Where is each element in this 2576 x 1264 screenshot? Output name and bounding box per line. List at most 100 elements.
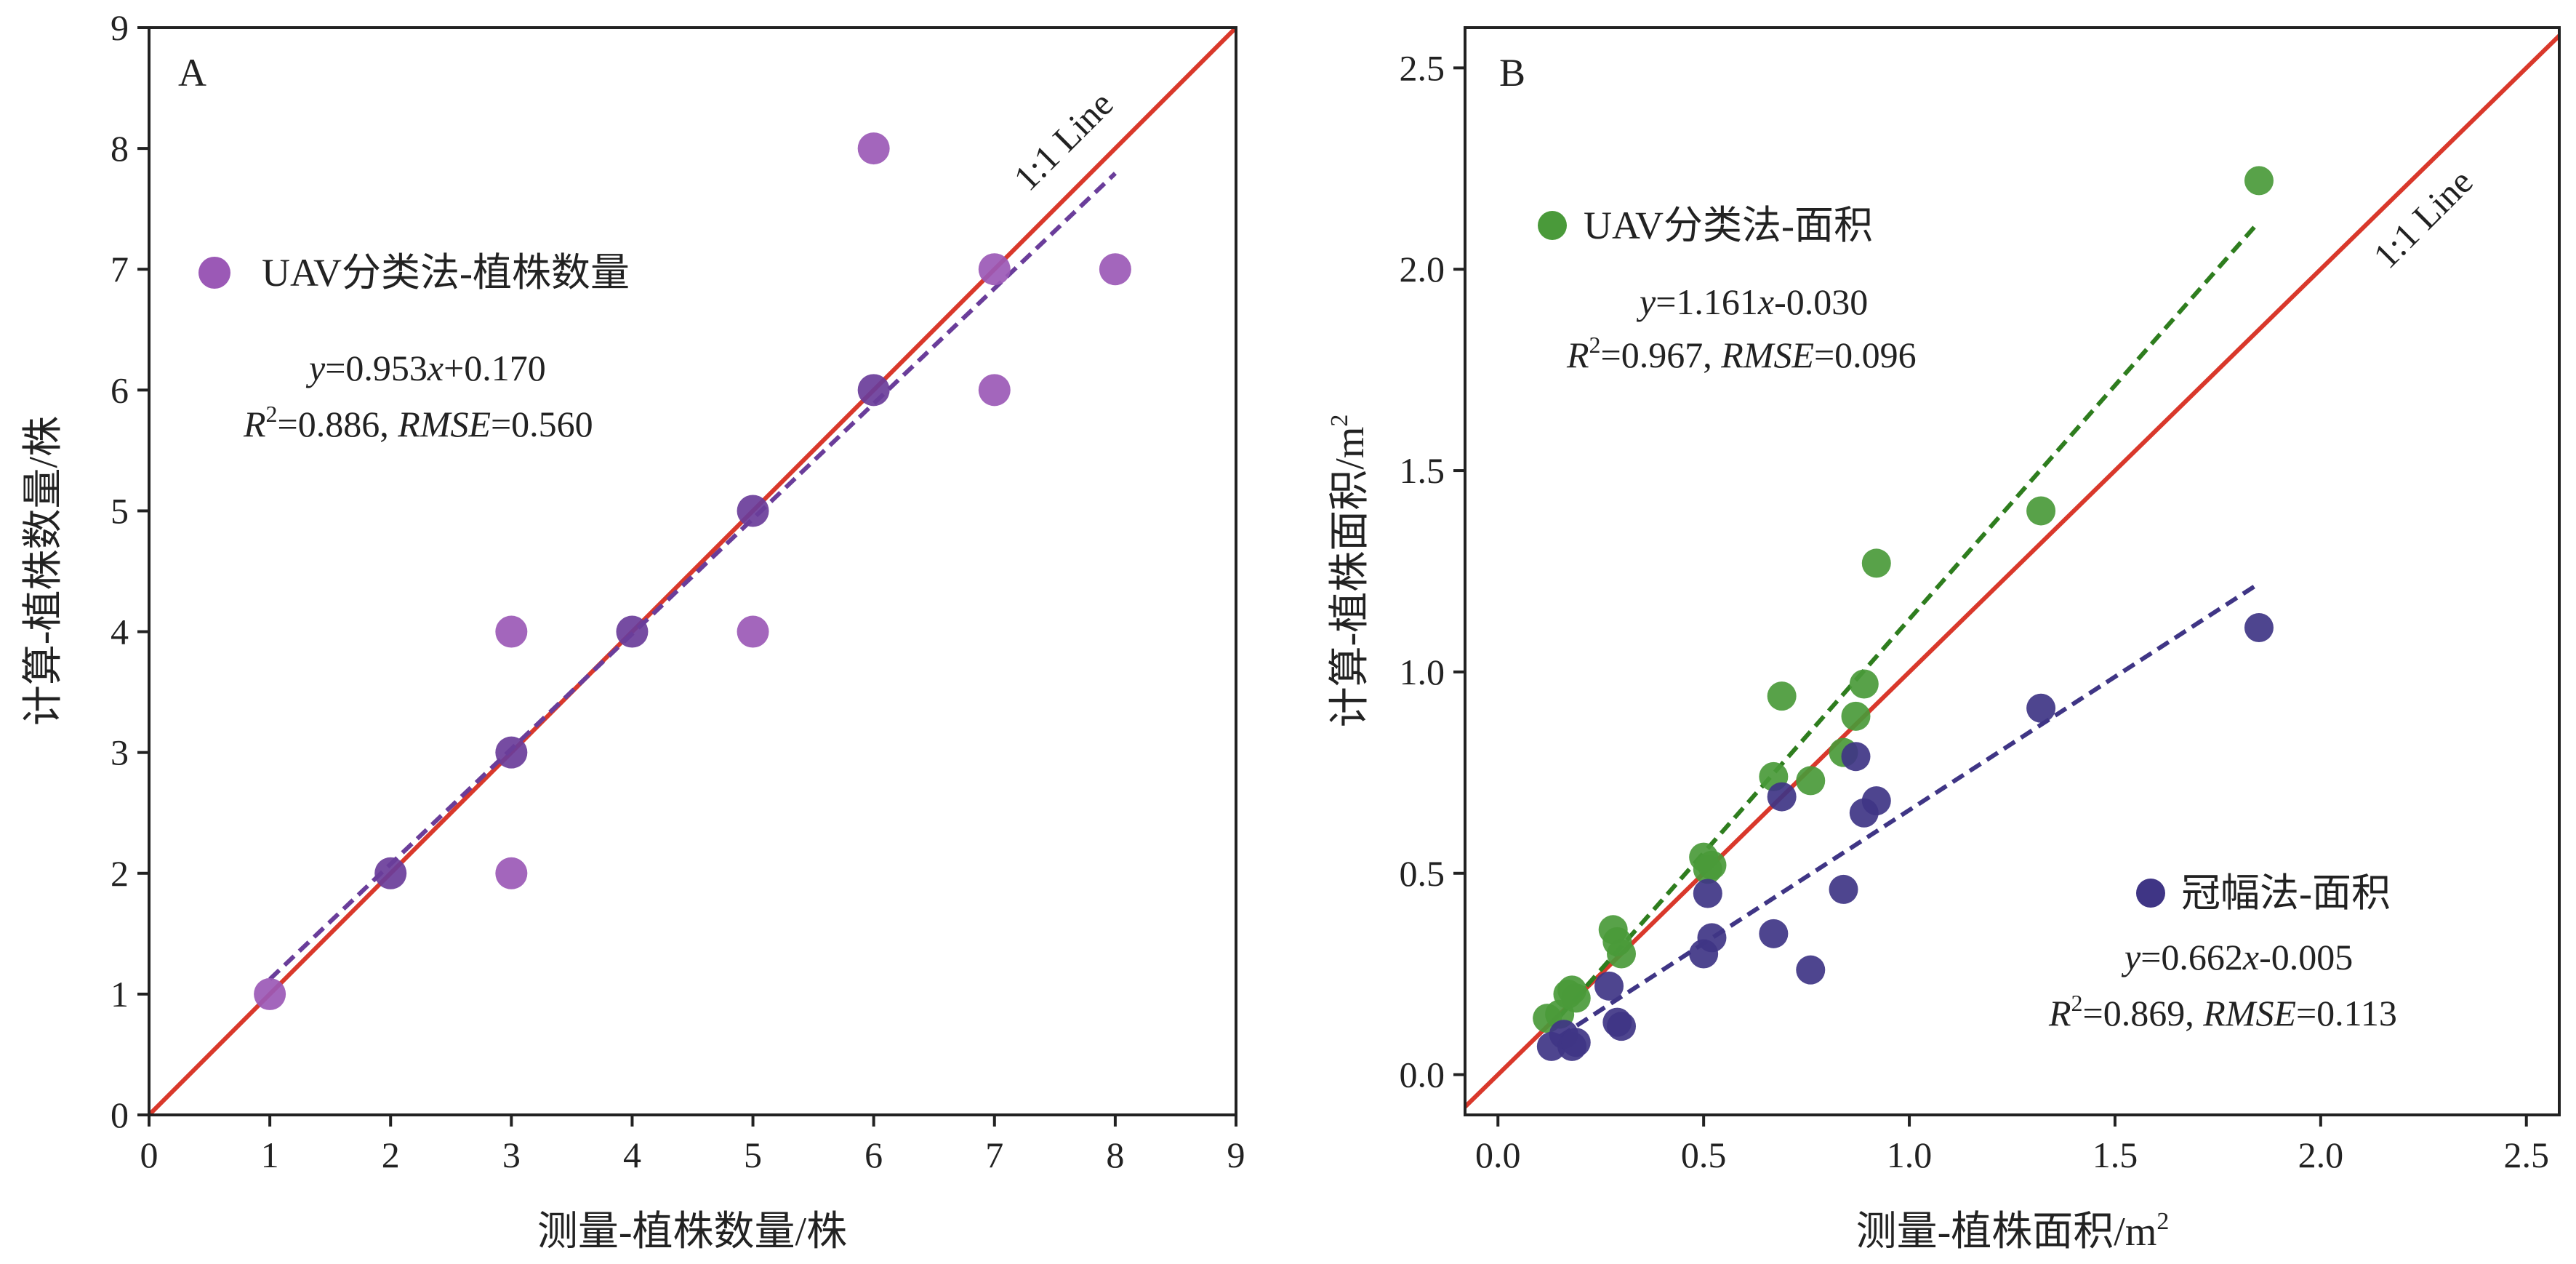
x-tick-label: 9	[1227, 1135, 1245, 1175]
x-axis-title-b: 测量-植株面积/m2	[1856, 1208, 2170, 1255]
y-tick-label: 8	[111, 128, 129, 169]
y-tick-label: 2	[111, 853, 129, 894]
data-point-a-series-0	[1099, 253, 1131, 286]
x-tick-label: 4	[623, 1135, 641, 1175]
data-point-a-series-0	[495, 736, 528, 769]
points-b	[1533, 166, 2274, 1061]
legend-marker-uav-b	[1538, 211, 1567, 240]
y-axis-title-a: 计算-植株数量/株	[21, 416, 66, 726]
y-tick-label: 1.5	[1400, 450, 1445, 491]
x-tick-label: 2.5	[2503, 1135, 2549, 1175]
data-point-b-series-0	[1697, 850, 1727, 880]
stats-uav-b: R2=0.967, RMSE=0.096	[1566, 332, 1917, 375]
x-tick-label: 1	[261, 1135, 279, 1175]
data-point-a-series-0	[737, 615, 769, 648]
plot-frame-a	[148, 26, 1237, 1116]
data-point-b-series-0	[1849, 669, 1879, 699]
data-point-b-series-0	[1841, 701, 1871, 731]
stats-crown-b: R2=0.869, RMSE=0.113	[2048, 990, 2397, 1033]
y-tick-label: 0.0	[1400, 1055, 1445, 1095]
data-point-b-series-1	[1796, 955, 1826, 985]
data-point-b-series-0	[1796, 766, 1826, 796]
x-tick-label: 2.0	[2298, 1135, 2344, 1175]
data-point-a-series-0	[737, 495, 769, 527]
data-point-b-series-0	[1561, 983, 1591, 1013]
y-axis-title-b: 计算-植株面积/m2	[1326, 415, 1373, 728]
data-point-a-series-0	[254, 977, 286, 1010]
x-tick-label: 0.0	[1475, 1135, 1521, 1175]
x-tick-label: 0.5	[1681, 1135, 1727, 1175]
y-tick-label: 4	[111, 612, 129, 652]
x-tick-label: 0	[140, 1135, 159, 1175]
panel-letter-b: B	[1499, 51, 1525, 95]
data-point-a-series-0	[374, 857, 407, 889]
data-point-a-series-0	[616, 615, 649, 648]
data-point-b-series-0	[2244, 166, 2274, 196]
x-tick-label: 5	[744, 1135, 762, 1175]
y-tick-label: 7	[111, 249, 129, 289]
data-point-a-series-0	[857, 374, 890, 407]
reference-line-b	[1465, 32, 2559, 1111]
equation-a: y=0.953x+0.170	[305, 348, 546, 388]
y-tick-label: 9	[111, 7, 129, 48]
data-point-b-series-0	[1767, 681, 1797, 711]
data-point-b-series-1	[1767, 782, 1797, 812]
y-tick-label: 1.0	[1400, 652, 1445, 692]
panel-letter-a: A	[178, 51, 206, 95]
y-tick-label: 1	[111, 974, 129, 1015]
fit-line-a	[268, 172, 1117, 981]
data-point-a-series-0	[495, 615, 528, 648]
equation-crown-b: y=0.662x-0.005	[2121, 937, 2353, 977]
data-point-a-series-0	[978, 253, 1011, 286]
data-point-a-series-0	[978, 374, 1011, 407]
y-tick-label: 3	[111, 732, 129, 773]
y-tick-label: 2.5	[1400, 47, 1445, 88]
y-tick-label: 5	[111, 490, 129, 531]
plot-frame-b	[1464, 26, 2561, 1116]
data-point-b-series-1	[1607, 1012, 1636, 1041]
data-point-b-series-0	[1861, 548, 1891, 578]
data-point-b-series-1	[2026, 693, 2056, 723]
y-tick-label: 0	[111, 1095, 129, 1135]
data-point-b-series-0	[2026, 496, 2056, 526]
fit-line-uav-b	[1557, 220, 2261, 1018]
ticks-a: 0 1 2 3 4 5 6 7 8 9 0 1 2 3 4 5 6 7 8 9	[111, 7, 1245, 1175]
data-point-b-series-1	[1841, 742, 1871, 772]
data-point-b-series-1	[1759, 919, 1789, 948]
y-tick-label: 6	[111, 369, 129, 410]
stats-a: R2=0.886, RMSE=0.560	[243, 401, 593, 444]
legend-label-uav-b: UAV分类法-面积	[1584, 204, 1873, 247]
data-point-b-series-1	[1829, 874, 1858, 904]
legend-label-a: UAV分类法-植株数量	[262, 251, 630, 295]
panel-b: 0.0 0.5 1.0 1.5 2.0 2.5 0.0 0.5 1.0 1.5 2.0 2.5 B 1…	[1326, 26, 2561, 1255]
equation-uav-b: y=1.161x-0.030	[1636, 281, 1868, 322]
data-point-b-series-1	[1861, 786, 1891, 816]
legend-marker-crown-b	[2136, 879, 2165, 908]
legend-label-crown-b: 冠幅法-面积	[2181, 871, 2391, 915]
data-point-a-series-0	[857, 132, 890, 165]
data-point-a-series-0	[495, 857, 528, 889]
data-point-b-series-1	[2244, 613, 2274, 643]
data-point-b-series-1	[1693, 879, 1722, 908]
fit-line-crown-b	[1558, 581, 2260, 1039]
y-tick-label: 2.0	[1400, 249, 1445, 289]
ticks-b: 0.0 0.5 1.0 1.5 2.0 2.5 0.0 0.5 1.0 1.5 2.0 2.5	[1400, 47, 2549, 1175]
points-a	[254, 132, 1131, 1010]
x-tick-label: 6	[864, 1135, 883, 1175]
x-axis-title-a: 测量-植株数量/株	[537, 1209, 847, 1255]
reference-line-a	[149, 28, 1236, 1115]
x-tick-label: 7	[985, 1135, 1003, 1175]
data-point-b-series-1	[1697, 923, 1727, 953]
x-tick-label: 2	[382, 1135, 400, 1175]
data-point-b-series-1	[1561, 1028, 1591, 1057]
y-tick-label: 0.5	[1400, 853, 1445, 894]
x-tick-label: 1.0	[1887, 1135, 1933, 1175]
legend-marker-a	[198, 257, 230, 289]
data-point-b-series-0	[1607, 939, 1636, 969]
x-tick-label: 1.5	[2093, 1135, 2138, 1175]
x-tick-label: 3	[502, 1135, 521, 1175]
data-point-b-series-1	[1594, 971, 1624, 1001]
x-tick-label: 8	[1106, 1135, 1124, 1175]
